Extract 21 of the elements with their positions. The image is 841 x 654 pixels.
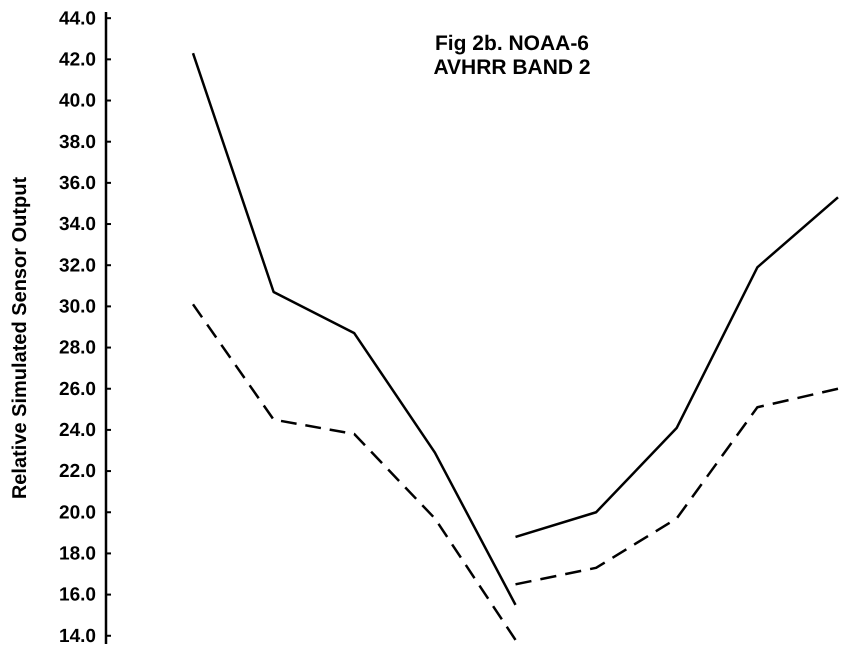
y-tick-label: 42.0 (59, 49, 96, 70)
y-tick-label: 14.0 (59, 626, 96, 647)
y-tick-label: 22.0 (59, 461, 96, 482)
y-tick-label: 24.0 (59, 420, 96, 441)
y-tick-label: 20.0 (59, 502, 96, 524)
y-axis-title: Relative Simulated Sensor Output (9, 176, 31, 500)
y-tick-label: 36.0 (59, 172, 96, 194)
y-tick-label: 18.0 (59, 544, 96, 564)
y-tick-label: 38.0 (59, 132, 96, 153)
text: Fig 2b. NOAA-6 AVHRR BAND 2 (433, 32, 591, 79)
y-tick-label: 34.0 (59, 214, 96, 236)
line-series (514, 387, 840, 586)
y-tick-label: 16.0 (59, 584, 96, 606)
y-tick-label: 44.0 (59, 8, 96, 30)
line-series (192, 303, 517, 642)
y-tick-label: 30.0 (59, 296, 96, 318)
line-series (514, 196, 840, 538)
y-tick-label: 26.0 (59, 378, 96, 400)
y-tick-label: 40.0 (59, 90, 96, 112)
y-tick-label: 32.0 (59, 255, 96, 276)
y-tick-label: 28.0 (59, 338, 96, 359)
